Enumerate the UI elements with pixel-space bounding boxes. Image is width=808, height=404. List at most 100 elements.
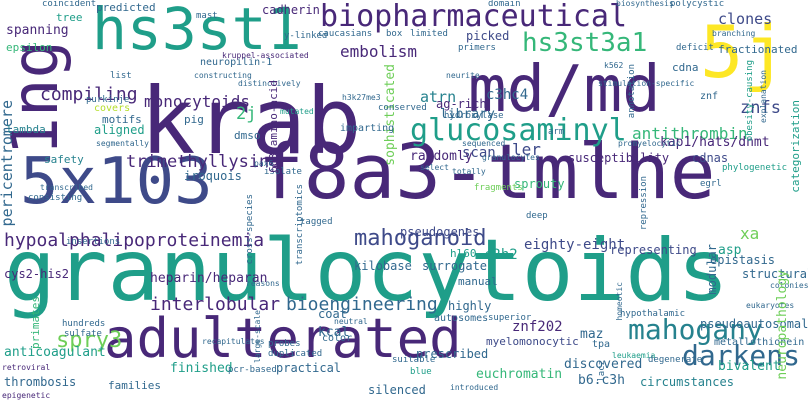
word: fragments: [474, 183, 523, 193]
word: hundreds: [62, 319, 106, 329]
word: kruppel-associated: [222, 51, 309, 60]
word: dmso: [234, 129, 261, 142]
word: insertions: [66, 237, 121, 247]
word: blue: [410, 367, 432, 377]
word: biosynthesis: [616, 0, 674, 8]
word: kilobase: [354, 259, 412, 273]
word: hs3st1: [92, 0, 302, 63]
word: segmentally: [96, 139, 149, 148]
word: sulfate: [64, 329, 102, 339]
word: prescribed: [416, 347, 489, 361]
word: granulocytes: [482, 153, 540, 162]
word: trimethyllysine: [126, 152, 280, 172]
word: transcribed: [40, 183, 93, 192]
word: hs3st3a1: [522, 28, 648, 58]
word: hypoalphalipoproteinemia: [4, 230, 265, 251]
word: kcal: [318, 325, 350, 340]
word: pseudogenes: [400, 225, 480, 239]
word: homeotic: [615, 282, 624, 321]
word: promyelocytic: [618, 139, 681, 148]
word: highly: [448, 299, 492, 313]
word: embolism: [340, 42, 418, 61]
word: pax6: [254, 159, 274, 168]
word: h3k27me3: [342, 93, 381, 102]
word: imparting: [340, 123, 395, 134]
word: consisting: [28, 193, 83, 203]
word: select: [420, 163, 449, 172]
word: neurite: [446, 71, 480, 80]
word: color: [322, 333, 353, 344]
word: sequenced: [462, 139, 506, 148]
word: annotation: [627, 64, 637, 119]
word: biopharmaceutical: [320, 0, 628, 34]
word: anticoagulant: [4, 345, 106, 360]
word: recapitulates: [202, 337, 265, 346]
word: b6.c3h: [578, 373, 625, 388]
word: deep: [526, 211, 548, 221]
word: cys2-his2: [4, 267, 70, 281]
word: silenced: [368, 383, 426, 397]
word: granulocytoids: [4, 221, 729, 321]
word: caucasians: [318, 29, 373, 39]
word: 5j: [700, 10, 787, 94]
word: mutated: [280, 107, 314, 116]
word: surrogate: [422, 259, 488, 273]
word: ler: [512, 140, 541, 159]
word: epigenetic: [2, 391, 51, 400]
word: y-linked: [284, 31, 328, 41]
word: pseudoautosomal: [700, 317, 808, 331]
word: isolate: [264, 167, 302, 177]
word: motifs: [102, 113, 142, 126]
word: modular: [705, 244, 719, 295]
word: constructing: [194, 71, 252, 80]
word: compiling: [40, 84, 138, 105]
word: practical: [276, 361, 342, 375]
word: znf: [700, 91, 719, 102]
word: thrombosis: [4, 375, 77, 389]
word: retroviral: [2, 363, 51, 372]
word: obesity-causing: [745, 60, 755, 142]
word: tpa: [592, 339, 611, 350]
word: spry3: [56, 328, 123, 353]
word: hl60: [450, 247, 477, 260]
word: probes: [268, 339, 301, 349]
word: eighty-eight: [524, 237, 626, 253]
word: mahoganoid: [354, 226, 487, 251]
word: znfs: [740, 98, 781, 118]
word: glucosaminyl: [410, 113, 627, 148]
word: cadherin: [262, 3, 320, 17]
word: fractionated: [718, 43, 798, 56]
word: sprouty: [514, 177, 565, 191]
word: leukaemia: [612, 351, 656, 360]
word: distinctively: [238, 79, 301, 88]
word: euchromatin: [476, 367, 563, 382]
word: hypothalamic: [620, 309, 686, 319]
word: circumstances: [640, 375, 734, 389]
word: suitable: [392, 355, 436, 365]
word: introduced: [450, 383, 499, 392]
word: metallothionein: [714, 337, 805, 348]
word: c2h2: [484, 247, 518, 263]
word: safety: [44, 153, 84, 166]
word: list: [110, 71, 132, 81]
word: krab: [140, 68, 362, 175]
word: library: [440, 107, 495, 122]
word: hydroxylase: [444, 111, 504, 121]
word: coincident: [42, 0, 97, 9]
word: manual: [458, 275, 498, 288]
word: cdnas: [692, 151, 729, 165]
word: predicted: [96, 1, 156, 14]
word: lambda: [6, 123, 46, 136]
word: pcr-based: [228, 365, 277, 375]
word: autosomes: [434, 313, 489, 324]
word: finished: [170, 361, 233, 376]
word: atrn: [420, 88, 457, 106]
word: lacz: [597, 360, 607, 382]
word: heparin/heparan: [150, 271, 268, 286]
word: tree: [56, 11, 83, 24]
word: antithrombin: [632, 124, 748, 143]
word: scan: [462, 145, 496, 161]
word: box: [386, 29, 403, 39]
word: duplicated: [268, 349, 323, 359]
word: polycystic: [670, 0, 725, 9]
